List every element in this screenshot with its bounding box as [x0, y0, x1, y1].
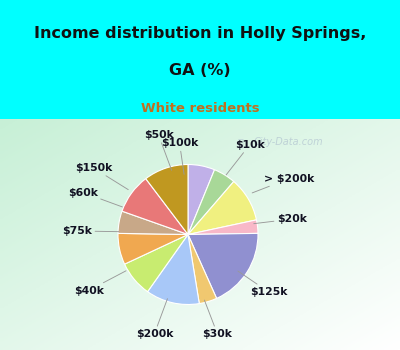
Text: $50k: $50k	[144, 130, 174, 170]
Text: White residents: White residents	[141, 102, 259, 115]
Wedge shape	[124, 234, 188, 292]
Text: City-Data.com: City-Data.com	[253, 137, 323, 147]
Text: ⦿: ⦿	[237, 137, 243, 147]
Text: $100k: $100k	[161, 139, 198, 174]
Wedge shape	[188, 220, 258, 235]
Text: $20k: $20k	[254, 214, 306, 224]
Wedge shape	[122, 179, 188, 234]
Wedge shape	[188, 234, 217, 303]
Wedge shape	[188, 170, 234, 234]
Wedge shape	[118, 233, 188, 264]
Text: $60k: $60k	[68, 188, 122, 207]
Text: $40k: $40k	[74, 271, 126, 295]
Wedge shape	[188, 164, 214, 235]
Text: $30k: $30k	[202, 300, 232, 339]
Wedge shape	[146, 164, 188, 235]
Text: $10k: $10k	[226, 140, 264, 175]
Text: $75k: $75k	[62, 226, 119, 236]
Wedge shape	[148, 234, 199, 304]
Wedge shape	[188, 233, 258, 299]
Text: $150k: $150k	[75, 163, 128, 190]
Text: $200k: $200k	[136, 299, 173, 339]
Text: > $200k: > $200k	[252, 174, 315, 193]
Wedge shape	[188, 182, 256, 234]
Text: $125k: $125k	[238, 271, 287, 297]
Wedge shape	[118, 211, 188, 234]
Text: Income distribution in Holly Springs,: Income distribution in Holly Springs,	[34, 26, 366, 41]
Text: GA (%): GA (%)	[169, 63, 231, 78]
